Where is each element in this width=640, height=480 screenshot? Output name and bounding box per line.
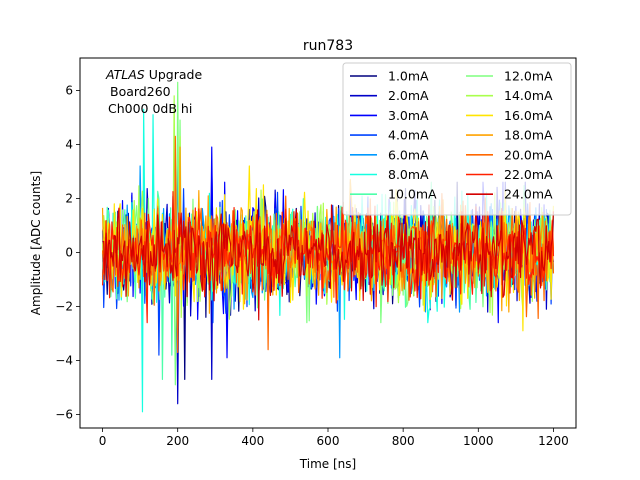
legend: 1.0mA 2.0mA 3.0mA 4.0mA 6.0mA 8.0mA 10.0mA 12.0… — [342, 62, 572, 216]
legend-label: 18.0mA — [504, 128, 553, 143]
chart-title: run783 — [303, 38, 353, 54]
annotation-channel: Ch000 0dB hi — [108, 101, 192, 116]
annotation-board: Board260 — [110, 84, 171, 99]
series-layer — [101, 81, 555, 413]
legend-label: 3.0mA — [388, 108, 429, 123]
y-axis: −6 −4 −2 0 2 4 6 — [55, 83, 80, 421]
x-tick-label: 400 — [241, 434, 264, 448]
x-axis: 0 200 400 600 800 1000 1200 — [99, 428, 569, 448]
y-tick-label: −4 — [55, 353, 73, 367]
series-line-22-0mA — [101, 190, 555, 324]
legend-label: 2.0mA — [388, 88, 429, 103]
series-line-20-0mA — [101, 135, 555, 353]
legend-label: 8.0mA — [388, 167, 429, 182]
y-tick-label: 6 — [65, 83, 73, 97]
legend-box — [342, 62, 572, 216]
y-tick-label: 0 — [65, 245, 73, 259]
legend-label: 1.0mA — [388, 69, 429, 84]
legend-label: 24.0mA — [504, 187, 553, 202]
legend-label: 10.0mA — [388, 187, 437, 202]
annotation-atlas: ATLAS — [105, 67, 145, 82]
atlas-annotation: ATLAS Upgrade Board260 Ch000 0dB hi — [105, 67, 202, 116]
x-tick-label: 1000 — [463, 434, 494, 448]
legend-label: 12.0mA — [504, 69, 553, 84]
legend-label: 6.0mA — [388, 147, 429, 162]
x-tick-label: 600 — [317, 434, 340, 448]
x-tick-label: 0 — [99, 434, 107, 448]
y-tick-label: 2 — [65, 191, 73, 205]
legend-label: 14.0mA — [504, 88, 553, 103]
y-tick-label: 4 — [65, 137, 73, 151]
x-tick-label: 1200 — [538, 434, 569, 448]
legend-label: 4.0mA — [388, 128, 429, 143]
svg-text:ATLAS Upgrade: ATLAS Upgrade — [105, 67, 202, 82]
series-line-24-0mA — [102, 204, 555, 321]
y-tick-label: −6 — [55, 407, 73, 421]
x-axis-label: Time [ns] — [299, 457, 356, 471]
legend-label: 20.0mA — [504, 147, 553, 162]
x-tick-label: 200 — [166, 434, 189, 448]
y-axis-label: Amplitude [ADC counts] — [29, 171, 43, 315]
legend-label: 22.0mA — [504, 167, 553, 182]
annotation-upgrade: Upgrade — [145, 67, 203, 82]
x-tick-label: 800 — [392, 434, 415, 448]
legend-label: 16.0mA — [504, 108, 553, 123]
y-tick-label: −2 — [55, 299, 73, 313]
